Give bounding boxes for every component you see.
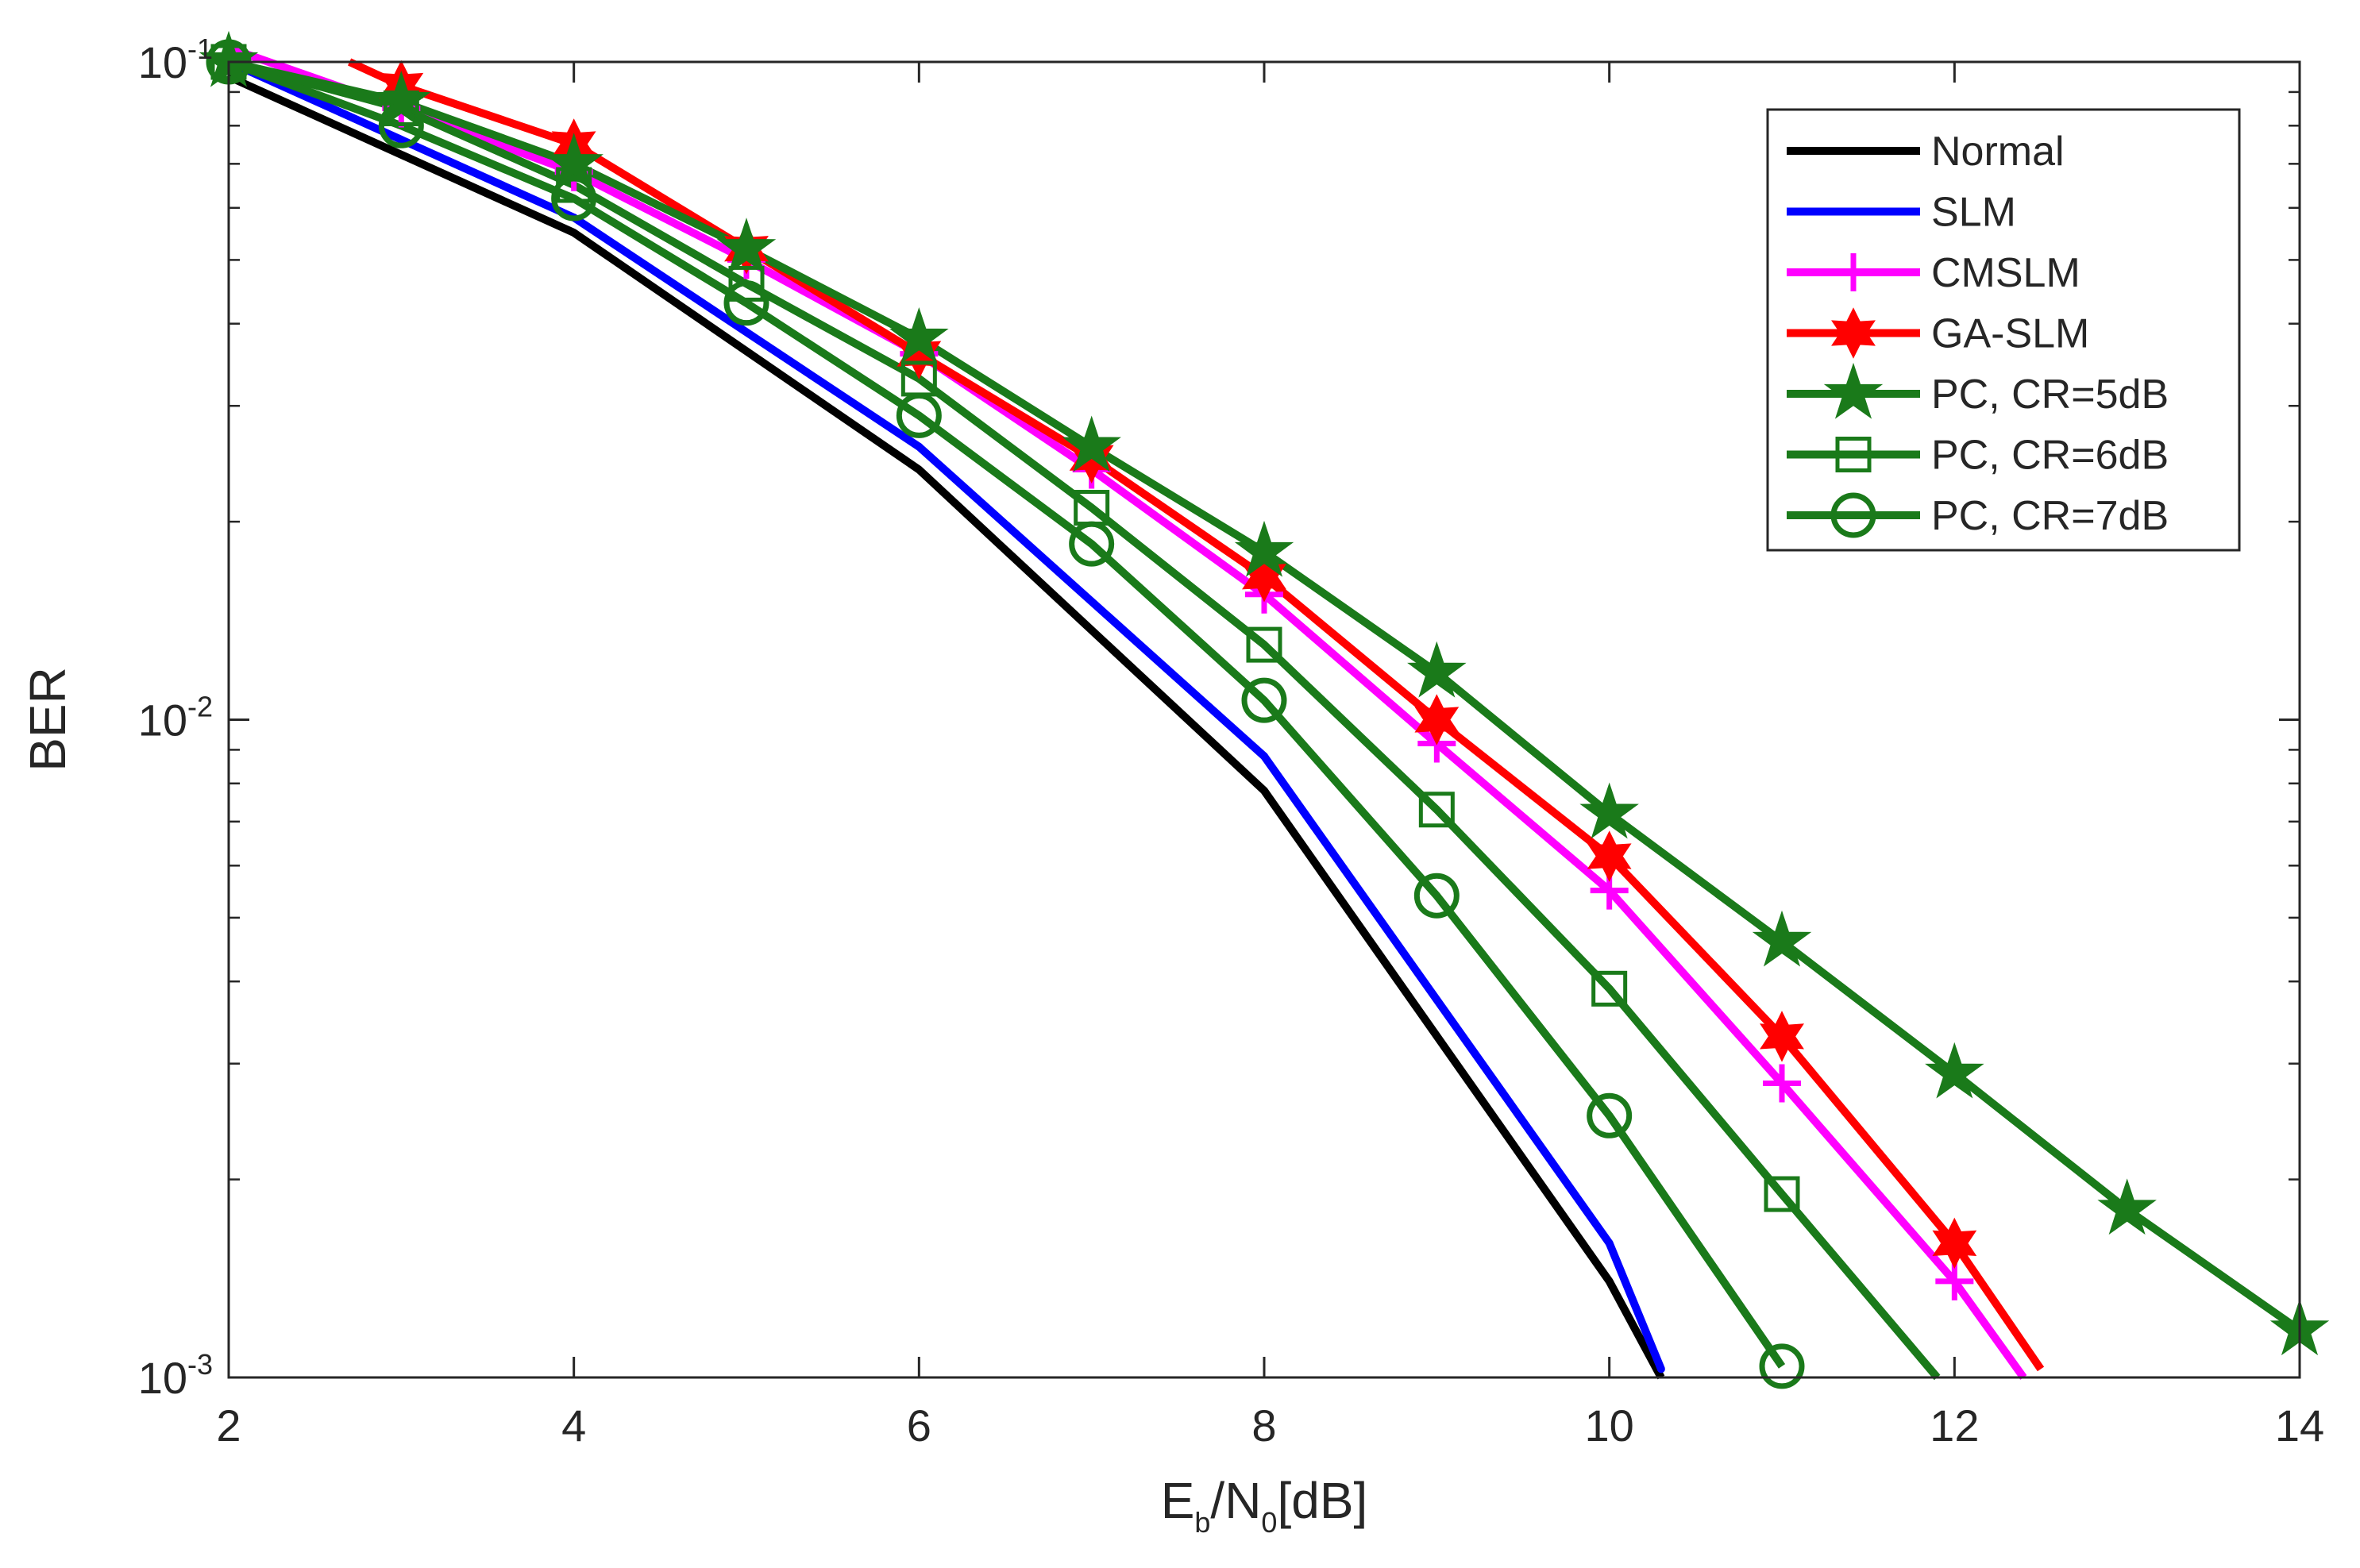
circle-marker <box>378 102 424 148</box>
legend-item: Normal <box>1787 129 2065 175</box>
pentagram-marker <box>1823 362 1884 419</box>
square-marker <box>1591 970 1628 1007</box>
legend-label: PC, CR=7dB <box>1931 493 2169 539</box>
circle-marker <box>1759 1343 1805 1389</box>
pentagram-marker <box>1234 520 1294 577</box>
legend-item: CMSLM <box>1787 250 2080 296</box>
legend-item: SLM <box>1787 190 2016 236</box>
series-line <box>348 58 2045 1372</box>
legend: Normal SLM CMSLM GA-SLM PC, CR=5dB PC, CR=6dB… <box>1766 108 2241 552</box>
hexagram-marker <box>1760 1011 1804 1062</box>
y-axis-label: BER <box>19 667 76 772</box>
square-marker <box>383 90 419 126</box>
circle-marker <box>551 175 597 222</box>
legend-item: PC, CR=7dB <box>1787 492 2169 539</box>
square-marker <box>728 265 765 302</box>
point-marker <box>1849 207 1857 216</box>
hexagram-marker <box>1932 1217 1977 1269</box>
pentagram-marker <box>2097 1178 2157 1235</box>
series-layer <box>199 30 2330 1389</box>
legend-item: PC, CR=6dB <box>1787 433 2169 479</box>
ticks-layer <box>227 60 2301 1379</box>
pentagram-marker <box>1062 415 1121 472</box>
circle-marker <box>896 392 942 438</box>
legend-item: GA-SLM <box>1787 307 2089 359</box>
series-line <box>227 58 1941 1381</box>
legend-label: Normal <box>1931 129 2065 175</box>
x-tick-label: 2 <box>216 1400 241 1450</box>
x-axis-label: Eb/N0[dB] <box>1161 1472 1368 1539</box>
plus-marker <box>1834 253 1872 291</box>
hexagram-marker <box>1587 830 1632 882</box>
hexagram-marker <box>897 328 942 379</box>
point-marker <box>915 442 924 451</box>
series-line <box>227 58 1786 1369</box>
y-tick-label: 10-3 <box>138 1348 213 1403</box>
pentagram-marker <box>1925 1042 1984 1099</box>
point-marker <box>1260 752 1268 761</box>
x-tick-label: 12 <box>1930 1400 1979 1450</box>
plus-marker <box>1763 1064 1801 1103</box>
point-marker <box>1656 1365 1665 1373</box>
hexagram-marker <box>1242 551 1286 603</box>
legend-label: PC, CR=6dB <box>1931 433 2169 479</box>
circle-marker <box>1413 873 1460 919</box>
point-marker <box>1605 1239 1614 1247</box>
pentagram-marker <box>716 218 777 274</box>
legend-item: PC, CR=5dB <box>1787 362 2169 419</box>
legend-label: GA-SLM <box>1931 311 2089 357</box>
x-tick-label: 14 <box>2275 1400 2324 1450</box>
series-line <box>226 58 1665 1371</box>
pentagram-marker <box>1752 910 1812 967</box>
series-line <box>226 72 1665 1380</box>
hexagram-marker <box>1831 307 1876 359</box>
legend-label: SLM <box>1931 190 2016 236</box>
y-tick-label: 10-1 <box>138 33 213 87</box>
series-line <box>227 44 2027 1380</box>
square-marker <box>1418 792 1455 828</box>
circle-marker <box>1069 521 1115 567</box>
pentagram-marker <box>544 133 603 190</box>
pentagram-marker <box>1407 641 1467 698</box>
x-tick-label: 10 <box>1585 1400 1634 1450</box>
x-tick-label: 4 <box>561 1400 586 1450</box>
circle-marker <box>1587 1092 1633 1138</box>
y-tick-label: 10-2 <box>138 691 213 745</box>
legend-label: CMSLM <box>1931 250 2080 296</box>
x-tick-label: 8 <box>1251 1400 1276 1450</box>
square-marker <box>1764 1176 1800 1212</box>
x-tick-label: 6 <box>907 1400 931 1450</box>
pentagram-marker <box>372 70 431 127</box>
square-marker <box>1835 437 1872 472</box>
labels-layer: 2 4 6 8 10 12 14 10-1 10-2 10-3 <box>138 33 2324 1450</box>
square-marker <box>1246 626 1282 663</box>
hexagram-marker <box>1414 694 1460 745</box>
circle-marker <box>723 280 769 326</box>
pentagram-marker <box>889 306 949 364</box>
pentagram-marker <box>1579 782 1639 839</box>
circle-marker <box>1830 492 1876 538</box>
legend-label: PC, CR=5dB <box>1931 372 2169 418</box>
circle-marker <box>1241 677 1287 723</box>
